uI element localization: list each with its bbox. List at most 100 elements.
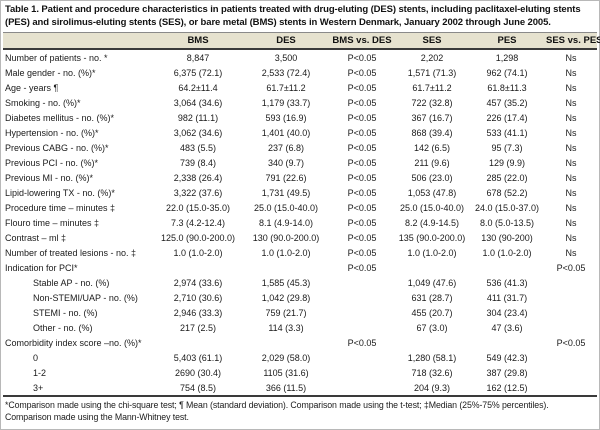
row-label: 3+: [3, 380, 153, 397]
cell: 593 (16.9): [265, 112, 307, 123]
row-label: STEMI - no. (%): [33, 307, 98, 318]
cell: 340 (9.7): [267, 157, 305, 168]
cell: [153, 335, 243, 350]
cell: Ns: [565, 202, 577, 213]
cell: 226 (17.4): [486, 112, 528, 123]
cell: [329, 320, 395, 335]
cell: 1.0 (1.0-2.0): [482, 247, 532, 258]
table-row: Hypertension - no. (%)* 3,062 (34.6) 1,40…: [3, 125, 597, 140]
table-row: Flouro time – minutes ‡ 7.3 (4.2-12.4) 8.…: [3, 215, 597, 230]
cell: [545, 305, 597, 320]
header-des: DES: [243, 32, 329, 50]
cell: 1,571 (71.3): [407, 67, 457, 78]
cell: 549 (42.3): [486, 352, 528, 363]
characteristics-table: BMS DES BMS vs. DES SES PES SES vs. PES …: [3, 32, 600, 397]
cell: 2,710 (30.6): [173, 292, 223, 303]
cell: [545, 275, 597, 290]
cell: 1.0 (1.0-2.0): [173, 247, 223, 258]
cell: 962 (74.1): [486, 67, 528, 78]
cell: 7.3 (4.2-12.4): [170, 217, 226, 228]
cell: [545, 290, 597, 305]
row-label: 0: [33, 352, 39, 363]
cell: 722 (32.8): [411, 97, 453, 108]
cell: Ns: [565, 247, 577, 258]
cell: 95 (7.3): [491, 142, 523, 153]
cell: 631 (28.7): [411, 292, 453, 303]
cell: 2,029 (58.0): [261, 352, 311, 363]
cell: Ns: [565, 232, 577, 243]
cell: 1,731 (49.5): [261, 187, 311, 198]
cell: P<0.05: [347, 202, 377, 213]
cell: 125.0 (90.0-200.0): [160, 232, 236, 243]
cell: [469, 335, 545, 350]
row-label: Lipid-lowering TX - no. (%)*: [5, 187, 115, 198]
header-row: BMS DES BMS vs. DES SES PES SES vs. PES: [3, 32, 600, 50]
cell: 3,500: [274, 52, 298, 63]
cell: 1,280 (58.1): [407, 352, 457, 363]
cell: P<0.05: [347, 172, 377, 183]
cell: 367 (16.7): [411, 112, 453, 123]
table-row: Stable AP - no. (%) 2,974 (33.6) 1,585 (4…: [3, 275, 597, 290]
cell: 1105 (31.6): [263, 367, 309, 378]
row-label: Previous PCI - no. (%)*: [5, 157, 99, 168]
cell: [545, 365, 597, 380]
table-row: Previous PCI - no. (%)* 739 (8.4) 340 (9.…: [3, 155, 597, 170]
row-label: Flouro time – minutes ‡: [5, 217, 100, 228]
cell: 114 (3.3): [268, 322, 304, 333]
cell: 759 (21.7): [265, 307, 307, 318]
cell: 135 (90.0-200.0): [398, 232, 466, 243]
table-row: Indication for PCI* P<0.05 P<0.05: [3, 260, 597, 275]
cell: 22.0 (15.0-35.0): [165, 202, 231, 213]
row-label: Diabetes mellitus - no. (%)*: [5, 112, 115, 123]
cell: 8,847: [186, 52, 210, 63]
cell: 1,585 (45.3): [261, 277, 311, 288]
cell: 130 (90-200): [481, 232, 533, 243]
cell: [243, 335, 329, 350]
cell: Ns: [565, 112, 577, 123]
cell: 64.2±11.4: [178, 82, 218, 93]
cell: 130 (90.0-200.0): [252, 232, 320, 243]
cell: P<0.05: [347, 97, 377, 108]
cell: P<0.05: [347, 142, 377, 153]
cell: 1.0 (1.0-2.0): [261, 247, 311, 258]
header-pes: PES: [469, 32, 545, 50]
cell: Ns: [565, 82, 577, 93]
cell: [329, 350, 395, 365]
row-label: Previous MI - no. (%)*: [5, 172, 94, 183]
cell: P<0.05: [347, 52, 377, 63]
cell: P<0.05: [347, 67, 377, 78]
table-row: Male gender - no. (%)* 6,375 (72.1) 2,533…: [3, 65, 597, 80]
table-row: Comorbidity index score –no. (%)* P<0.05…: [3, 335, 597, 350]
row-label: Contrast – ml ‡: [5, 232, 67, 243]
cell: P<0.05: [347, 127, 377, 138]
cell: [329, 290, 395, 305]
cell: 678 (52.2): [486, 187, 528, 198]
row-label: Procedure time – minutes ‡: [5, 202, 116, 213]
cell: [545, 380, 597, 397]
cell: 2,533 (72.4): [261, 67, 311, 78]
cell: 1,053 (47.8): [407, 187, 457, 198]
row-label: Other - no. (%): [33, 322, 93, 333]
table-row: 3+ 754 (8.5) 366 (11.5) 204 (9.3) 162 (12.5…: [3, 380, 597, 397]
cell: 1,401 (40.0): [261, 127, 311, 138]
row-label: 1-2: [33, 367, 47, 378]
cell: 217 (2.5): [179, 322, 217, 333]
cell: 47 (3.6): [491, 322, 523, 333]
cell: 129 (9.9): [488, 157, 526, 168]
cell: 61.7±11.2: [412, 82, 452, 93]
cell: [329, 305, 395, 320]
cell: 739 (8.4): [179, 157, 217, 168]
cell: 387 (29.8): [486, 367, 528, 378]
cell: 237 (6.8): [267, 142, 305, 153]
cell: Ns: [565, 187, 577, 198]
cell: 2690 (30.4): [174, 367, 222, 378]
cell: P<0.05: [347, 112, 377, 123]
cell: [329, 365, 395, 380]
cell: Ns: [565, 157, 577, 168]
cell: [545, 320, 597, 335]
table-row: Contrast – ml ‡ 125.0 (90.0-200.0) 130 (9…: [3, 230, 597, 245]
cell: 3,322 (37.6): [173, 187, 223, 198]
row-label: Number of treated lesions - no. ‡: [5, 247, 137, 258]
table-row: Smoking - no. (%)* 3,064 (34.6) 1,179 (33…: [3, 95, 597, 110]
cell: Ns: [565, 97, 577, 108]
